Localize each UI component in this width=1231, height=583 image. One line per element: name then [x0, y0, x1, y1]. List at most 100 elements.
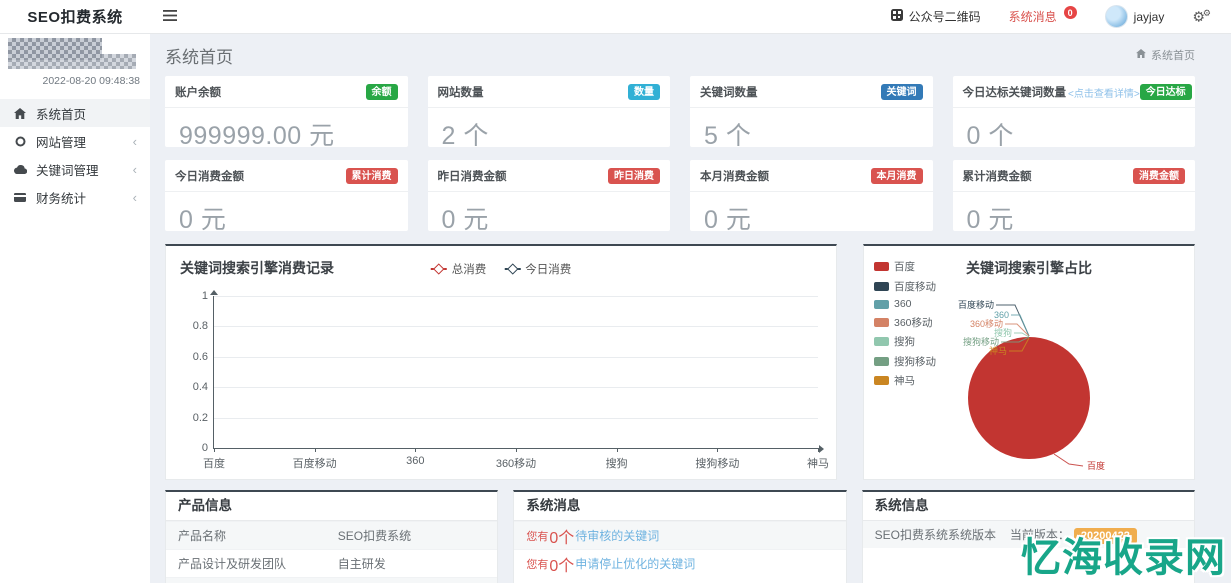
card-value: 0 元 [704, 206, 752, 231]
message-row: 您有 0个 待审核的关键词 [514, 521, 846, 549]
x-tick-label: 百度 [203, 458, 225, 470]
card-badge: 余额 [365, 84, 398, 100]
sidebar-item-label: 网站管理 [36, 135, 87, 150]
card-value: 5 个 [704, 122, 752, 147]
message-row: 您有 0个 申请停止优化的关键词 [514, 549, 846, 577]
avatar [1104, 5, 1128, 28]
engine-share-pie-panel: 关键词搜索引擎占比 百度 百度移动 360 360移动 搜狗 搜狗移动 神马 百… [863, 244, 1195, 480]
message-prefix: 您有 [526, 530, 549, 543]
qrcode-label: 公众号二维码 [908, 10, 981, 24]
legend-label: 今日消费 [525, 264, 572, 276]
version-badge: 20200422 [1073, 527, 1137, 544]
legend-item-sogou[interactable]: 搜狗 [874, 334, 936, 349]
stat-card-month-spend: 本月消费金额 本月消费 0 元 [690, 160, 933, 231]
legend-label: 百度 [894, 261, 915, 273]
line-diamond-marker [504, 263, 521, 275]
card-badge: 消费金额 [1133, 168, 1185, 184]
card-label: 今日消费金额 [175, 171, 244, 183]
card-label: 累计消费金额 [962, 171, 1032, 183]
message-prefix: 您有 [526, 558, 549, 571]
legend-item-total[interactable]: 总消费 [430, 261, 487, 277]
legend-item-today[interactable]: 今日消费 [504, 261, 571, 277]
stat-card-balance: 账户余额 余额 999999.00 元 [165, 76, 408, 147]
stat-card-today-spend: 今日消费金额 累计消费 0 元 [165, 160, 408, 231]
breadcrumb[interactable]: 系统首页 [1136, 47, 1195, 63]
version-label: 当前版本： [1009, 527, 1070, 542]
card-value: 0 元 [441, 206, 489, 231]
legend-swatch [874, 376, 889, 385]
pie-callout-baidu-mobile: 百度移动 [958, 299, 994, 310]
legend-label: 神马 [894, 375, 915, 387]
card-value: 0 元 [179, 206, 227, 231]
legend-swatch [874, 337, 889, 346]
legend-item-360-mobile[interactable]: 360移动 [874, 315, 936, 330]
sidebar-item-finance[interactable]: 财务统计 ‹ [0, 183, 150, 211]
card-label: 今日达标关键词数量 [962, 87, 1067, 99]
stat-card-today-target: 今日达标关键词数量 <点击查看详情> 今日达标 0 个 [952, 76, 1195, 147]
stat-cards: 账户余额 余额 999999.00 元 网站数量 数量 2 个 关键词数量 关键词 5… [165, 76, 1195, 231]
messages-count-badge: 0 [1063, 6, 1077, 19]
legend-item-baidu[interactable]: 百度 [874, 259, 936, 274]
hamburger-icon [163, 8, 177, 26]
login-datetime: 2022-08-20 09:48:38 [42, 75, 141, 87]
line-chart-title: 关键词搜索引擎消费记录 [180, 260, 334, 276]
legend-item-sogou-mobile[interactable]: 搜狗移动 [874, 354, 936, 369]
sidebar-item-keywords[interactable]: 关键词管理 ‹ [0, 155, 150, 183]
pie-callout-360: 360 [994, 310, 1009, 320]
system-messages-menu-item[interactable]: 系统消息 0 [1008, 6, 1077, 25]
legend-label: 总消费 [451, 264, 487, 276]
system-info-panel: 系统信息 SEO扣费系统系统版本 当前版本： 20200422 [861, 490, 1195, 583]
home-icon [1136, 49, 1146, 61]
y-tick-label: 0.2 [192, 411, 208, 424]
sidebar: 2022-08-20 09:48:38 系统首页 网站管理 ‹ 关键词管理 ‹ [0, 33, 150, 583]
system-messages-label: 系统消息 [1008, 10, 1057, 24]
pending-keywords-link[interactable]: 待审核的关键词 [575, 529, 660, 543]
view-details-link[interactable]: <点击查看详情> [1068, 88, 1140, 100]
line-chart-legend: 总消费 今日消费 [430, 261, 571, 277]
version-cell: 当前版本： 20200422 [1010, 526, 1137, 544]
pie-callout-baidu: 百度 [1087, 460, 1105, 471]
table-row: 所在用户组 普通用户 [166, 577, 498, 583]
user-menu-item[interactable]: jayjay [1104, 5, 1164, 28]
legend-label: 搜狗移动 [894, 355, 936, 368]
sidebar-toggle-button[interactable] [163, 8, 177, 26]
gear-icon: ⚙ [1192, 8, 1205, 25]
row-label: 产品设计及研发团队 [178, 557, 287, 571]
settings-button[interactable]: ⚙⚙ [1192, 9, 1211, 24]
main-content: 系统首页 系统首页 账户余额 余额 999999.00 元 网站数量 数量 2 个 … [150, 33, 1231, 583]
card-label: 账户余额 [175, 87, 221, 99]
pie-chart: 百度移动 360 360移动 搜狗 搜狗移动 神马 百度 [958, 299, 1105, 471]
pie-slice-baidu[interactable] [968, 337, 1090, 459]
pie-callout-360-mobile: 360移动 [970, 318, 1003, 329]
bottom-row: 产品信息 产品名称 SEO扣费系统 产品设计及研发团队 自主研发 所在用户组 普… [165, 490, 1195, 583]
card-label: 网站数量 [437, 87, 484, 99]
ring-icon [13, 136, 27, 147]
legend-item-360[interactable]: 360 [874, 298, 936, 310]
censored-user-info [8, 38, 142, 72]
y-axis-arrow [209, 290, 218, 295]
card-value: 0 元 [966, 206, 1014, 231]
legend-swatch [874, 356, 889, 366]
sidebar-item-websites[interactable]: 网站管理 ‹ [0, 127, 150, 155]
page-head: 系统首页 系统首页 [165, 40, 1195, 70]
qrcode-icon [890, 9, 903, 24]
pie-callout-sogou-mobile: 搜狗移动 [963, 336, 999, 347]
line-diamond-marker [430, 263, 447, 275]
legend-item-shenma[interactable]: 神马 [874, 373, 936, 388]
censor-block [8, 54, 136, 69]
legend-item-baidu-mobile[interactable]: 百度移动 [874, 279, 936, 294]
y-tick-label: 0.4 [192, 381, 208, 394]
qrcode-menu-item[interactable]: 公众号二维码 [890, 8, 981, 25]
sidebar-item-home[interactable]: 系统首页 [0, 99, 150, 127]
card-label: 本月消费金额 [700, 171, 769, 183]
top-navbar: SEO扣费系统 公众号二维码 系统消息 0 jayjay ⚙⚙ [0, 0, 1231, 34]
card-badge: 昨日消费 [608, 168, 660, 184]
stop-optimize-keywords-link[interactable]: 申请停止优化的关键词 [575, 557, 696, 571]
card-badge: 本月消费 [870, 168, 923, 184]
row-value: SEO扣费系统 [337, 529, 412, 543]
y-tick-label: 0.8 [192, 320, 208, 333]
card-label: 关键词数量 [700, 87, 758, 99]
row-value: 自主研发 [337, 557, 386, 571]
card-badge: 累计消费 [345, 168, 398, 184]
pie-chart-title: 关键词搜索引擎占比 [966, 260, 1092, 276]
